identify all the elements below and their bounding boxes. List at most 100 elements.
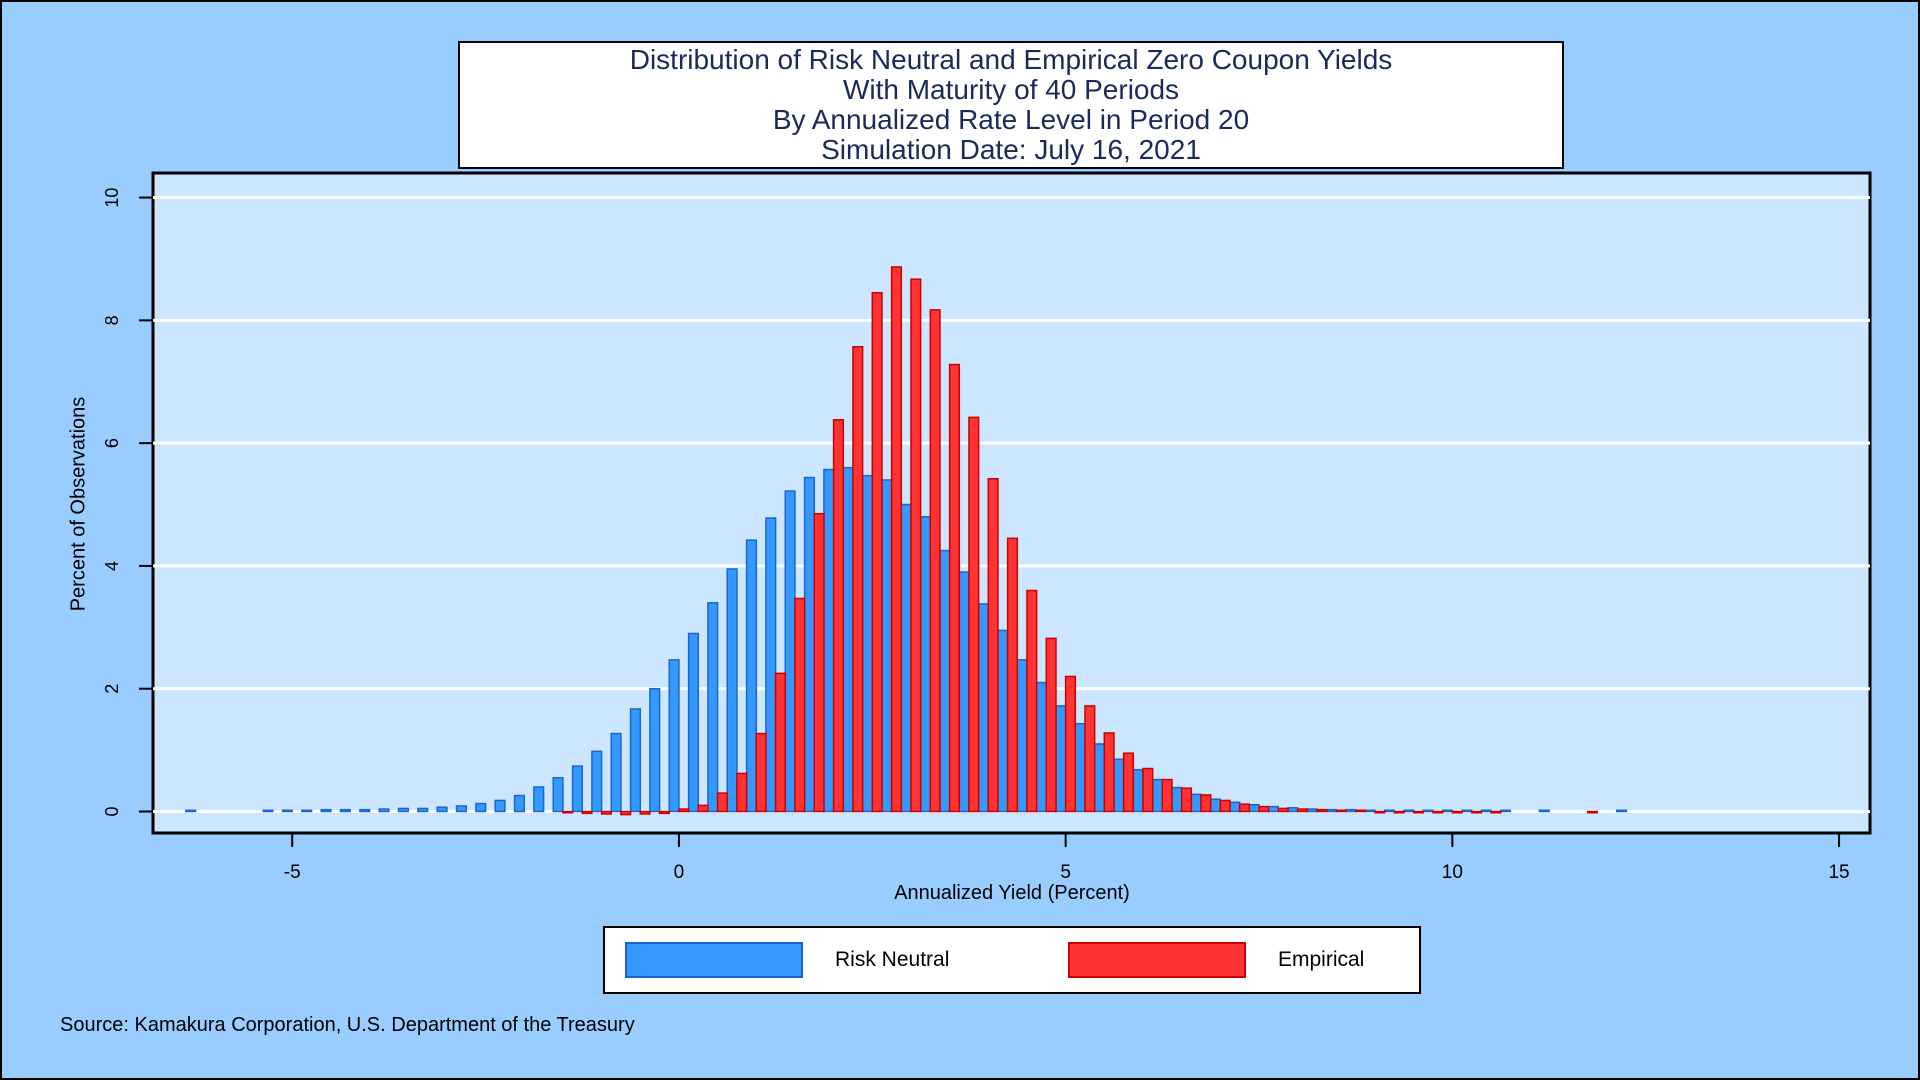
bar-risk-neutral-9 [417, 807, 429, 813]
bar-risk-neutral-13 [494, 799, 506, 813]
source-note: Source: Kamakura Corporation, U.S. Depar… [60, 1014, 635, 1036]
bar-risk-neutral-4 [320, 808, 332, 813]
bar-empirical-9 [736, 772, 748, 813]
bar-risk-neutral-46 [1132, 769, 1144, 813]
bar-empirical-13 [813, 512, 825, 813]
bar-empirical-44 [1412, 810, 1425, 814]
bar-empirical-35 [1238, 803, 1251, 813]
bar-empirical-4 [639, 810, 651, 815]
bar-risk-neutral-58 [1364, 809, 1376, 813]
bar-risk-neutral-37 [958, 571, 970, 813]
bar-empirical-2 [600, 810, 613, 815]
bar-empirical-19 [929, 309, 941, 813]
bar-risk-neutral-24 [707, 602, 719, 813]
bar-empirical-10 [755, 732, 767, 813]
x-tick-label-0: -5 [284, 862, 301, 883]
bar-empirical-47 [1470, 810, 1483, 814]
chart-title-line-1: Distribution of Risk Neutral and Empiric… [629, 44, 1393, 75]
bar-risk-neutral-31 [842, 466, 854, 813]
bar-risk-neutral-6 [359, 808, 371, 813]
bar-risk-neutral-47 [1151, 778, 1164, 813]
bar-empirical-6 [678, 808, 690, 813]
bar-risk-neutral-57 [1345, 808, 1357, 813]
chart-title-line-3: By Annualized Rate Level in Period 20 [772, 104, 1250, 135]
bar-risk-neutral-34 [900, 503, 912, 813]
bar-empirical-25 [1045, 637, 1057, 813]
x-tick-label-1: 0 [674, 862, 685, 883]
bar-empirical-28 [1103, 732, 1115, 813]
bar-risk-neutral-59 [1383, 809, 1396, 813]
bar-risk-neutral-35 [919, 516, 932, 813]
bar-risk-neutral-23 [687, 632, 700, 813]
bar-risk-neutral-28 [784, 490, 796, 813]
y-tick-label-3: 6 [102, 438, 122, 448]
bar-risk-neutral-7 [378, 808, 390, 813]
bar-empirical-46 [1451, 810, 1463, 814]
bar-risk-neutral-17 [571, 765, 584, 813]
bar-risk-neutral-29 [803, 476, 816, 813]
bar-empirical-39 [1316, 808, 1328, 813]
bar-empirical-20 [948, 363, 961, 813]
bar-empirical-43 [1393, 810, 1405, 814]
y-tick-label-4: 8 [102, 315, 122, 325]
legend-label-empirical: Empirical [1278, 948, 1365, 971]
bar-empirical-38 [1296, 808, 1309, 813]
bar-empirical-0 [562, 810, 574, 814]
bar-risk-neutral-63 [1461, 809, 1473, 813]
bar-risk-neutral-40 [1016, 659, 1028, 813]
bar-empirical-30 [1142, 767, 1154, 813]
bar-empirical-23 [1006, 537, 1019, 813]
bar-risk-neutral-2 [281, 809, 293, 813]
bar-empirical-8 [716, 792, 729, 813]
bar-risk-neutral-1 [262, 809, 274, 813]
chart-title-line-2: With Maturity of 40 Periods [842, 74, 1180, 105]
bar-empirical-31 [1161, 778, 1173, 813]
bar-empirical-3 [620, 810, 632, 816]
chart-title-box: Distribution of Risk Neutral and Empiric… [458, 41, 1564, 169]
bar-risk-neutral-32 [861, 474, 874, 813]
bar-risk-neutral-14 [513, 794, 525, 813]
bar-risk-neutral-66 [1538, 809, 1550, 813]
bar-empirical-26 [1064, 675, 1077, 813]
bar-empirical-41 [1354, 809, 1367, 813]
bar-empirical-7 [697, 804, 709, 813]
bar-empirical-27 [1084, 705, 1096, 813]
legend: Risk Neutral Empirical [603, 926, 1421, 994]
legend-label-risk-neutral: Risk Neutral [835, 948, 950, 971]
bar-empirical-37 [1277, 807, 1289, 813]
bar-empirical-5 [658, 810, 671, 815]
bar-empirical-34 [1219, 799, 1231, 813]
bar-risk-neutral-38 [977, 603, 990, 813]
bar-risk-neutral-48 [1171, 786, 1183, 813]
bar-risk-neutral-10 [436, 806, 448, 813]
bar-empirical-45 [1432, 810, 1444, 814]
bar-risk-neutral-12 [475, 802, 487, 813]
bar-empirical-14 [832, 419, 845, 813]
bar-risk-neutral-3 [301, 809, 313, 813]
bar-empirical-32 [1180, 787, 1193, 813]
bar-risk-neutral-61 [1422, 809, 1434, 813]
bar-risk-neutral-36 [939, 549, 951, 813]
y-axis-title: Percent of Observations [67, 396, 90, 612]
chart-title-line-4: Simulation Date: July 16, 2021 [821, 134, 1201, 165]
bar-risk-neutral-33 [881, 479, 893, 813]
y-tick-label-0: 0 [102, 807, 122, 817]
bar-risk-neutral-49 [1190, 793, 1202, 813]
bar-empirical-33 [1200, 794, 1212, 813]
bars [185, 266, 1628, 816]
bar-empirical-21 [968, 416, 980, 813]
bar-empirical-24 [1026, 589, 1038, 813]
bar-risk-neutral-45 [1113, 758, 1125, 813]
bar-risk-neutral-55 [1306, 808, 1318, 813]
legend-swatch-empirical [1068, 942, 1246, 978]
bar-risk-neutral-41 [1035, 681, 1048, 813]
bar-empirical-48 [1490, 810, 1502, 814]
bar-empirical-17 [890, 266, 903, 813]
bar-empirical-12 [794, 597, 806, 813]
bar-risk-neutral-51 [1229, 801, 1241, 813]
bar-risk-neutral-19 [610, 732, 622, 813]
bar-risk-neutral-50 [1209, 798, 1222, 813]
bar-risk-neutral-53 [1267, 805, 1280, 813]
